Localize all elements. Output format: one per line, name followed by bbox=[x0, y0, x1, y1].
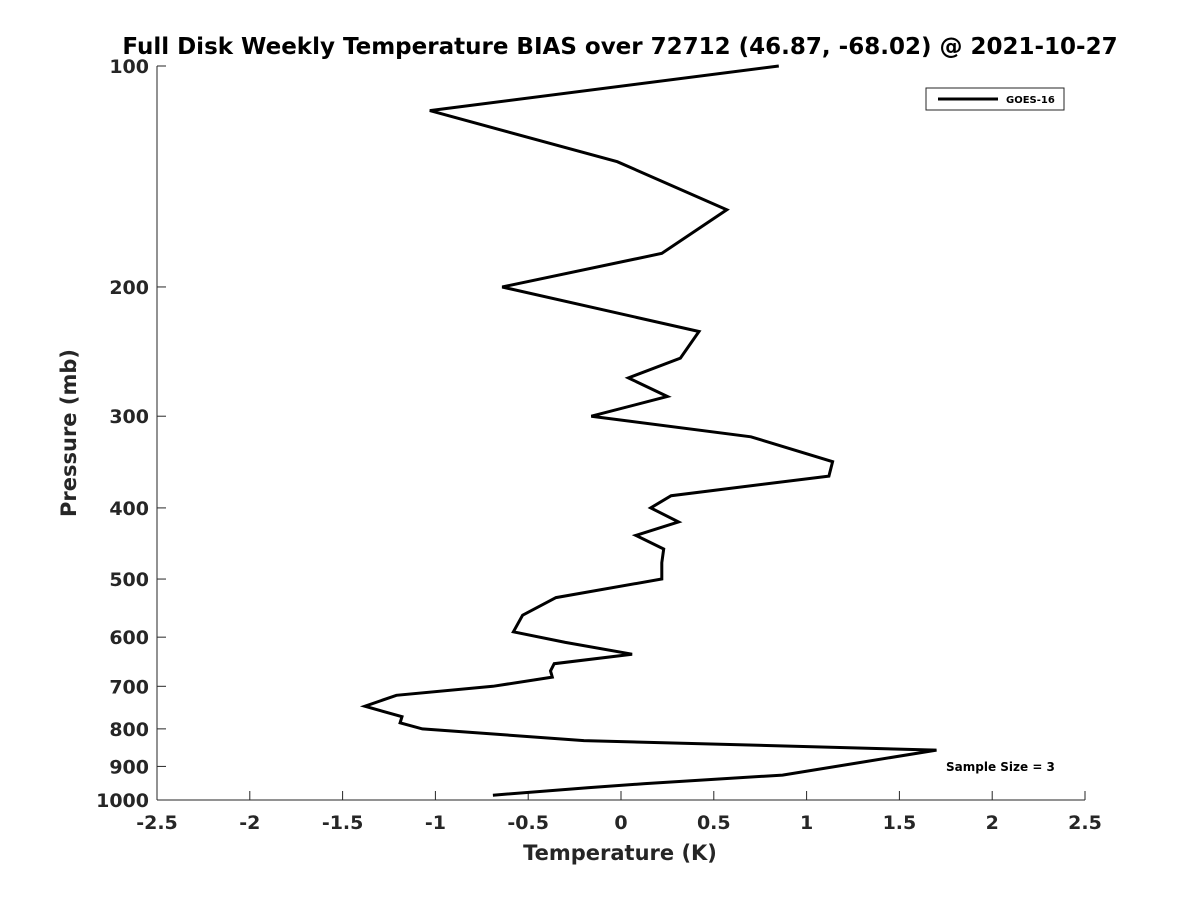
plot-axes: -2.5 -2 -1.5 -1 -0.5 0 0.5 1 1.5 2 2.5 100 200 300 400… bbox=[96, 56, 1102, 834]
series-group bbox=[359, 64, 937, 797]
x-tick-label: -1 bbox=[425, 812, 446, 834]
y-tick-label: 300 bbox=[109, 406, 149, 428]
legend-entry-goes-16: GOES-16 bbox=[1006, 95, 1055, 106]
x-tick-label: 2.5 bbox=[1068, 812, 1102, 834]
y-tick-label: 1000 bbox=[96, 790, 149, 812]
series-line-goes-16 bbox=[359, 64, 937, 797]
x-axis-label: Temperature (K) bbox=[523, 841, 717, 865]
x-tick-label: 1.5 bbox=[883, 812, 917, 834]
x-tick-label: 0.5 bbox=[697, 812, 731, 834]
y-tick-label: 400 bbox=[109, 498, 149, 520]
x-tick-label: -2 bbox=[239, 812, 260, 834]
y-tick-label: 100 bbox=[109, 56, 149, 78]
y-axis-label: Pressure (mb) bbox=[57, 349, 81, 517]
sample-size-annotation: Sample Size = 3 bbox=[946, 760, 1055, 774]
y-tick-label: 700 bbox=[109, 676, 149, 698]
y-tick-label: 800 bbox=[109, 719, 149, 741]
x-tick-label: -2.5 bbox=[136, 812, 178, 834]
x-tick-label: 0 bbox=[614, 812, 627, 834]
chart-title: Full Disk Weekly Temperature BIAS over 7… bbox=[122, 34, 1117, 60]
x-tick-label: 1 bbox=[800, 812, 813, 834]
x-tick-label: -0.5 bbox=[507, 812, 549, 834]
x-tick-label: 2 bbox=[986, 812, 999, 834]
y-tick-label: 900 bbox=[109, 756, 149, 778]
y-tick-label: 500 bbox=[109, 569, 149, 591]
y-tick-label: 200 bbox=[109, 277, 149, 299]
annotations: Sample Size = 3 bbox=[946, 760, 1055, 774]
x-tick-label: -1.5 bbox=[322, 812, 364, 834]
y-tick-label: 600 bbox=[109, 627, 149, 649]
legend: GOES-16 bbox=[925, 87, 1065, 111]
